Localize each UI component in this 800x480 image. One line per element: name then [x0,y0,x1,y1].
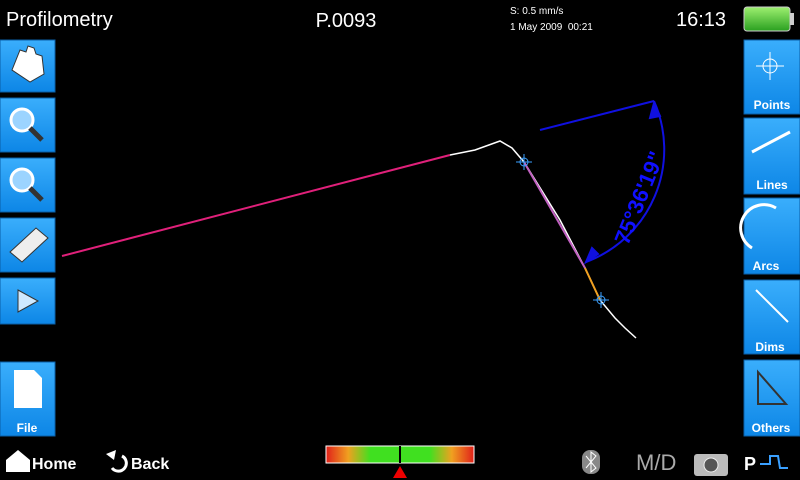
button-label: Dims [755,340,785,354]
angle-label: 75°36'19" [609,148,669,248]
camera-icon [694,454,728,476]
speed: S: 0.5 mm/s [510,6,563,17]
home-label: Home [32,456,77,473]
button-label: Points [754,98,791,112]
erase-button[interactable] [0,217,56,273]
zoom-window-button[interactable] [0,97,56,153]
datetime: 1 May 2009 00:21 [510,22,593,33]
pan-button[interactable] [0,39,56,93]
back-button[interactable]: Back [106,450,169,473]
back-label: Back [131,456,169,473]
probe-indicator: P [744,454,756,474]
lines-button[interactable]: Lines [743,117,800,195]
profile: 75°36'19" [61,100,669,339]
button-label: Lines [756,178,788,192]
file-button[interactable]: File [0,361,56,437]
bluetooth-icon [582,450,600,474]
others-button[interactable]: Others [743,359,800,437]
button-label: Arcs [753,259,780,273]
mode-indicator: M/D [636,450,676,475]
arcs-button[interactable]: Arcs [739,197,800,275]
probe-icon [760,455,788,469]
button-label: File [17,421,38,435]
points-button[interactable]: Points [743,39,800,115]
dims-button[interactable]: Dims [743,279,800,355]
program-id: P.0093 [316,10,377,32]
play-button[interactable] [0,277,56,325]
zoom-all-button[interactable] [0,157,56,213]
home-button[interactable]: Home [6,450,77,473]
clock: 16:13 [676,9,726,31]
button-label: Others [752,421,791,435]
app-title: Profilometry [6,9,113,31]
level-meter [325,445,475,478]
battery [743,6,794,32]
